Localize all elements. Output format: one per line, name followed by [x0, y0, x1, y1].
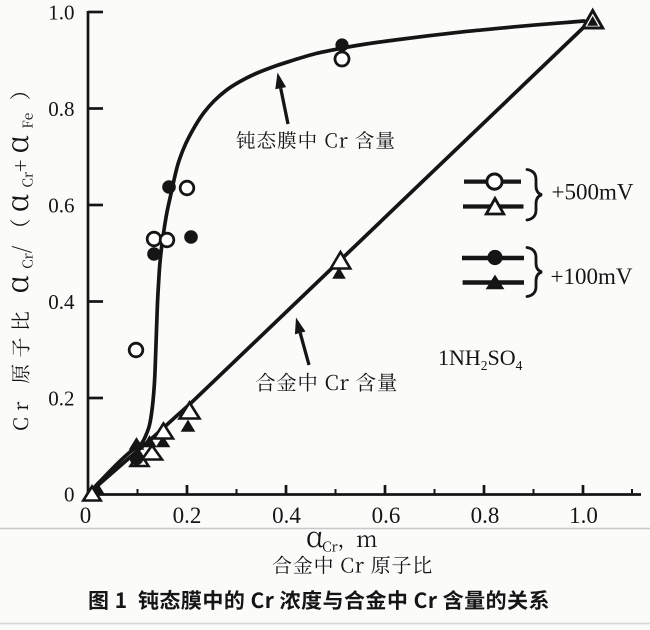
svg-text:0.2: 0.2 [173, 503, 202, 528]
svg-text:1.0: 1.0 [569, 503, 598, 528]
svg-text:0.8: 0.8 [471, 503, 500, 528]
svg-text:0: 0 [80, 503, 92, 528]
svg-text:1.0: 1.0 [48, 1, 74, 25]
svg-text:0.2: 0.2 [48, 387, 74, 411]
svg-text:+100mV: +100mV [551, 264, 633, 289]
svg-text:0.8: 0.8 [48, 97, 74, 121]
svg-text:1NH2SO4: 1NH2SO4 [438, 345, 523, 373]
svg-text:+500mV: +500mV [552, 180, 634, 205]
svg-text:0: 0 [64, 483, 75, 507]
svg-text:0.6: 0.6 [372, 503, 401, 528]
svg-text:0.6: 0.6 [48, 194, 74, 218]
svg-text:0.4: 0.4 [48, 290, 75, 314]
svg-text:0.4: 0.4 [272, 503, 301, 528]
